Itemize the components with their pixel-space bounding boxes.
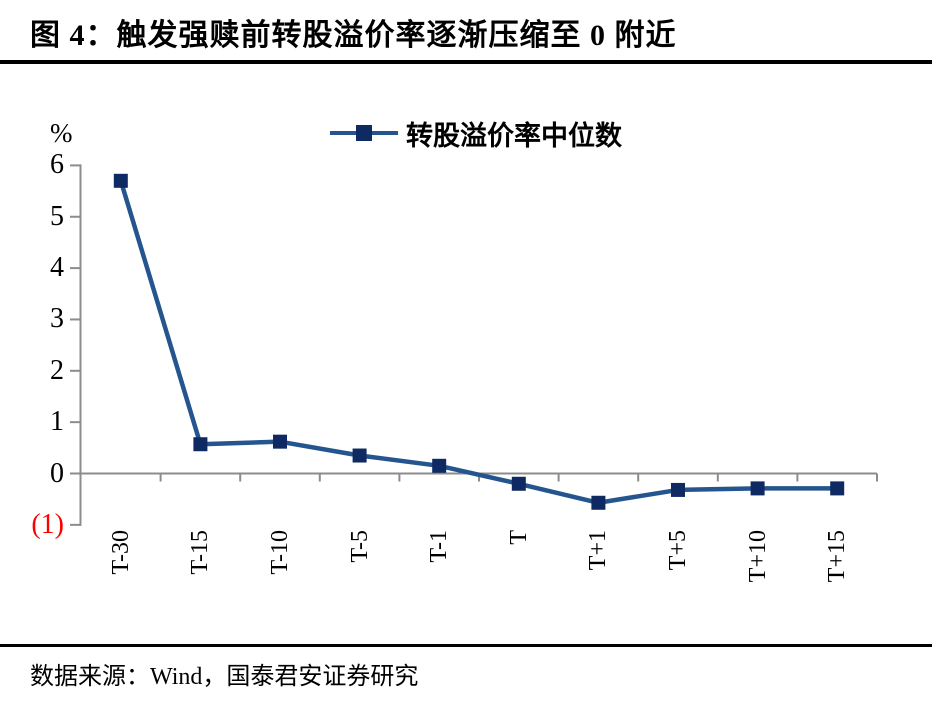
data-point-marker — [591, 495, 606, 510]
y-axis-unit-label: % — [50, 118, 73, 148]
data-point-marker — [671, 482, 685, 497]
data-point-marker — [352, 448, 367, 463]
x-tick-label: T — [505, 530, 532, 545]
figure-source: 数据来源：Wind，国泰君安证券研究 — [30, 664, 419, 690]
y-tick-label: 4 — [50, 252, 64, 284]
data-point-marker — [511, 476, 526, 491]
source-divider — [0, 644, 932, 647]
data-line — [118, 178, 840, 506]
y-tick-label: 1 — [50, 406, 64, 438]
chart-legend: 转股溢价率中位数 — [330, 112, 622, 154]
data-point-marker — [273, 434, 287, 449]
figure-title: 图 4：触发强赎前转股溢价率逐渐压缩至 0 附近 — [30, 19, 677, 52]
data-point-marker — [432, 458, 447, 473]
data-point-marker — [750, 481, 765, 496]
y-tick-label: 3 — [50, 303, 64, 335]
y-tick-label: 5 — [50, 200, 64, 232]
x-tick-label: T-15 — [187, 530, 214, 575]
y-tick-label: 2 — [50, 354, 64, 386]
y-tick-label: 6 — [50, 149, 64, 181]
y-tick-label: (1) — [31, 508, 64, 540]
x-tick-label: T-1 — [426, 530, 453, 563]
legend-line-sample — [330, 125, 398, 141]
x-tick-label: T-30 — [107, 530, 134, 575]
x-tick-label: T+5 — [665, 530, 691, 571]
legend-square-marker-icon — [356, 125, 372, 141]
x-tick-label: T+15 — [824, 530, 851, 583]
title-divider — [0, 60, 932, 64]
data-point-marker — [193, 437, 208, 452]
legend-series-label: 转股溢价率中位数 — [406, 120, 622, 151]
x-tick-label: T-10 — [267, 530, 293, 575]
data-point-marker — [830, 481, 845, 496]
data-point-marker — [113, 173, 128, 188]
x-tick-label: T+10 — [744, 530, 771, 583]
x-tick-label: T-5 — [346, 530, 373, 563]
y-tick-label: 0 — [50, 457, 64, 489]
x-tick-label: T+1 — [585, 530, 612, 571]
